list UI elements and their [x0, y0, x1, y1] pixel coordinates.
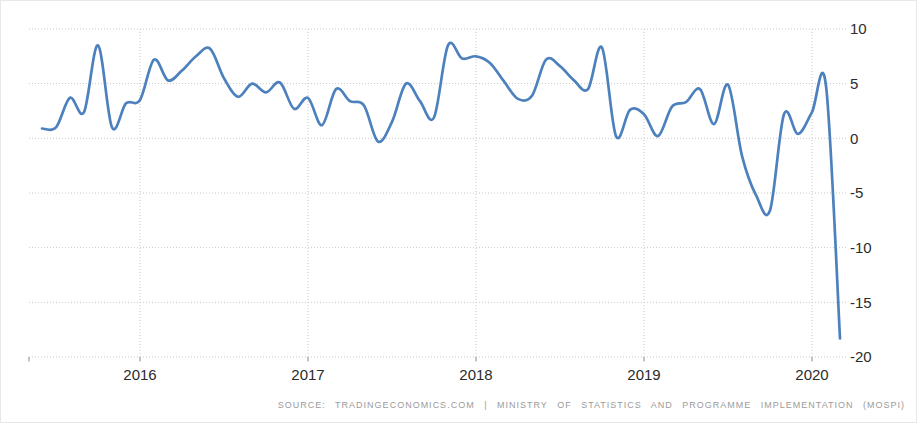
y-axis-label: 0 — [850, 130, 858, 147]
industrial-production-chart[interactable]: 2016 2017 2018 2019 2020 10 5 0 -5 -10 -15 -20 — [1, 1, 916, 422]
y-axis-label: -15 — [850, 294, 872, 311]
y-axis-label: -10 — [850, 239, 872, 256]
x-axis-label: 2018 — [459, 366, 492, 383]
y-axis-label: 5 — [850, 75, 858, 92]
y-axis-label: 10 — [850, 20, 867, 37]
x-axis-label: 2020 — [795, 366, 828, 383]
y-axis-label: -20 — [850, 348, 872, 365]
y-axis-label: -5 — [850, 184, 863, 201]
source-text: SOURCE: TRADINGECONOMICS.COM | MINISTRY … — [278, 400, 905, 410]
x-axis-label: 2016 — [123, 366, 156, 383]
x-axis-label: 2019 — [627, 366, 660, 383]
source-attribution: SOURCE: TRADINGECONOMICS.COM | MINISTRY … — [278, 400, 905, 410]
chart-widget: 2016 2017 2018 2019 2020 10 5 0 -5 -10 -15 -20 SOUR… — [0, 0, 917, 423]
industrial-production-line — [42, 43, 840, 339]
x-axis-label: 2017 — [291, 366, 324, 383]
